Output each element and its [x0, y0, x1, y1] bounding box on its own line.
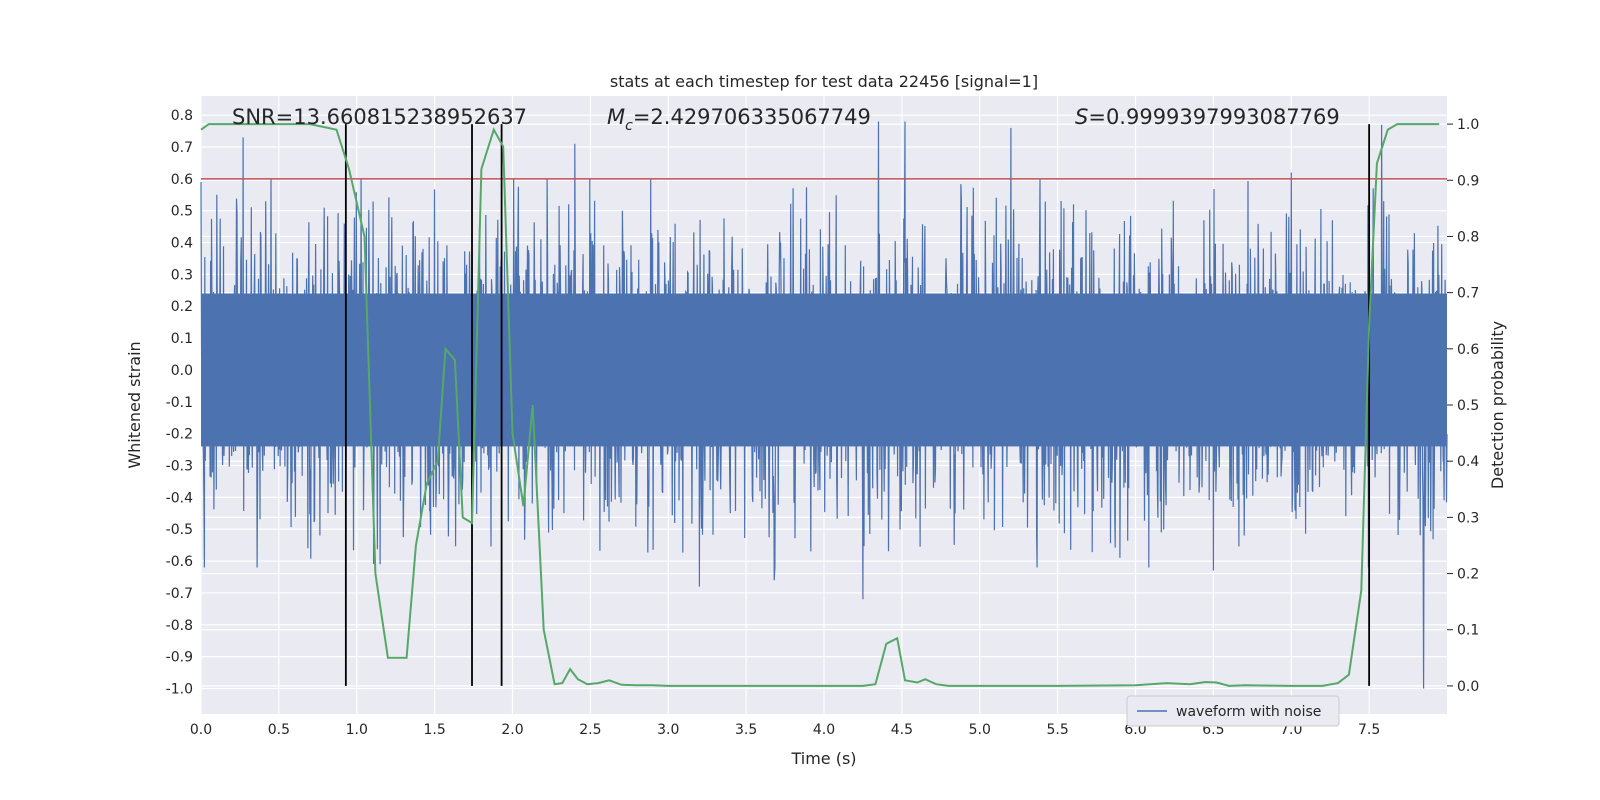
y-tick-label: -0.1: [166, 395, 193, 411]
x-tick-label: 3.0: [657, 722, 679, 738]
y-tick-label: -0.6: [166, 554, 193, 570]
mc-subscript: c: [625, 118, 633, 134]
x-tick-label: 1.0: [346, 722, 368, 738]
y-right-tick-label: 0.4: [1457, 454, 1479, 470]
x-tick-label: 4.5: [891, 722, 913, 738]
x-tick-label: 0.0: [190, 722, 212, 738]
y-tick-label: 0.2: [171, 299, 193, 315]
y-right-tick-label: 0.1: [1457, 623, 1479, 639]
chirp-mass-annotation: Mc=2.429706335067749: [607, 105, 871, 134]
y-tick-label: -1.0: [166, 682, 193, 698]
y-tick-label: 0.3: [171, 267, 193, 283]
x-tick-label: 4.0: [813, 722, 835, 738]
y-right-tick-label: 0.5: [1457, 398, 1479, 414]
legend-box: [1126, 695, 1340, 727]
y-tick-label: -0.2: [166, 427, 193, 443]
chart-title: stats at each timestep for test data 224…: [610, 72, 1038, 91]
y-right-tick-label: 0.0: [1457, 679, 1479, 695]
snr-annotation: SNR=13.660815238952637: [232, 105, 527, 129]
y-right-tick-label: 0.2: [1457, 567, 1479, 583]
y-axis-left-ticks: 0.8 0.7 0.6 0.5 0.4 0.3 0.2 0.1 0.0 -0.1 -0.2 -0.3 -…: [166, 108, 193, 697]
y-tick-label: -0.8: [166, 618, 193, 634]
y-right-tick-label: 1.0: [1457, 117, 1479, 133]
legend: waveform with noise: [1126, 695, 1340, 727]
waveform-core-band: [201, 293, 1447, 447]
legend-label: waveform with noise: [1176, 704, 1321, 720]
y-right-tick-label: 0.7: [1457, 286, 1479, 302]
y-tick-label: 0.1: [171, 331, 193, 347]
x-tick-label: 5.5: [1046, 722, 1068, 738]
y-tick-label: -0.9: [166, 650, 193, 666]
y-right-tick-label: 0.3: [1457, 510, 1479, 526]
y-axis-label: Whitened strain: [125, 341, 144, 468]
waveform-series: [200, 121, 1448, 689]
detection-probability-line: [200, 123, 1440, 687]
s-value: =0.9999397993087769: [1088, 105, 1339, 129]
y-right-tick-label: 0.9: [1457, 173, 1479, 189]
y-tick-label: 0.8: [171, 108, 193, 124]
y-tick-label: -0.4: [166, 490, 193, 506]
y-tick-label: -0.5: [166, 522, 193, 538]
x-tick-label: 5.0: [969, 722, 991, 738]
score-annotation: S=0.9999397993087769: [1075, 105, 1340, 129]
x-tick-label: 2.0: [501, 722, 523, 738]
y-axis-right-ticks: 1.0 0.9 0.8 0.7 0.6 0.5 0.4 0.3 0.2 0.1 0.0: [1447, 117, 1479, 695]
y-tick-label: -0.7: [166, 586, 193, 602]
mc-value: =2.429706335067749: [633, 105, 871, 129]
x-tick-label: 0.5: [268, 722, 290, 738]
y-tick-label: -0.3: [166, 459, 193, 475]
y-right-tick-label: 0.8: [1457, 229, 1479, 245]
event-markers: [344, 124, 1371, 686]
x-tick-label: 7.5: [1358, 722, 1380, 738]
y-tick-label: 0.6: [171, 172, 193, 188]
y-tick-label: 0.7: [171, 140, 193, 156]
mc-symbol: M: [607, 105, 625, 129]
y-tick-label: 0.5: [171, 204, 193, 220]
x-axis-ticks: 0.0 0.5 1.0 1.5 2.0 2.5 3.0 3.5 4.0 4.5 5.0 5.5 6.0 6…: [190, 722, 1380, 738]
y-right-tick-label: 0.6: [1457, 342, 1479, 358]
y-tick-label: 0.0: [171, 363, 193, 379]
y-axis-right-label: Detection probability: [1488, 321, 1507, 489]
s-symbol: S: [1075, 105, 1088, 129]
x-tick-label: 2.5: [579, 722, 601, 738]
x-axis-label: Time (s): [790, 749, 856, 768]
y-tick-label: 0.4: [171, 236, 193, 252]
x-tick-label: 1.5: [423, 722, 445, 738]
x-tick-label: 3.5: [735, 722, 757, 738]
